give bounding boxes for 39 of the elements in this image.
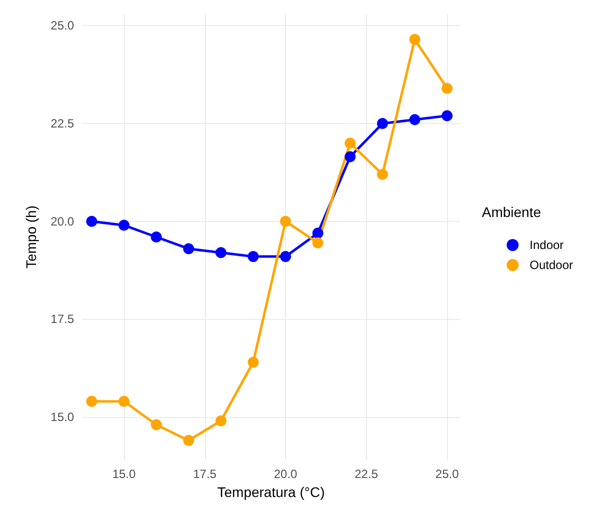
legend-label: Outdoor bbox=[530, 258, 574, 272]
point bbox=[442, 110, 453, 122]
point bbox=[376, 168, 388, 180]
point bbox=[86, 216, 98, 227]
point bbox=[183, 243, 194, 254]
point bbox=[215, 415, 226, 426]
legend-label: Indoor bbox=[530, 238, 564, 252]
point bbox=[280, 251, 292, 262]
point bbox=[248, 356, 259, 368]
point bbox=[280, 216, 292, 227]
point bbox=[344, 138, 356, 149]
y-tick-label: 22.5 bbox=[50, 116, 74, 131]
x-tick-label: 20.0 bbox=[274, 467, 298, 481]
point bbox=[215, 247, 226, 258]
point bbox=[312, 228, 324, 239]
point bbox=[150, 419, 162, 430]
y-tick-label: 20.0 bbox=[50, 214, 74, 228]
x-tick-label: 22.5 bbox=[354, 467, 378, 481]
point bbox=[118, 220, 130, 231]
point bbox=[312, 237, 324, 248]
x-tick-label: 15.0 bbox=[112, 467, 136, 481]
legend-title: Ambiente bbox=[482, 204, 542, 220]
x-tick-label: 25.0 bbox=[435, 467, 460, 481]
point bbox=[118, 396, 130, 407]
y-axis-title: Tempo (h) bbox=[23, 205, 39, 269]
x-axis-title: Temperatura (°C) bbox=[217, 484, 325, 500]
point bbox=[248, 251, 259, 262]
y-tick-label: 15.0 bbox=[50, 410, 74, 424]
point bbox=[86, 396, 98, 407]
point bbox=[344, 151, 356, 162]
point bbox=[409, 114, 420, 126]
point bbox=[409, 34, 420, 45]
y-tick-label: 17.5 bbox=[50, 312, 74, 326]
point bbox=[376, 118, 388, 130]
x-tick-label: 17.5 bbox=[193, 467, 217, 481]
point bbox=[442, 82, 453, 94]
y-tick-label: 25.0 bbox=[50, 18, 74, 33]
point bbox=[150, 232, 162, 242]
point bbox=[183, 434, 194, 446]
